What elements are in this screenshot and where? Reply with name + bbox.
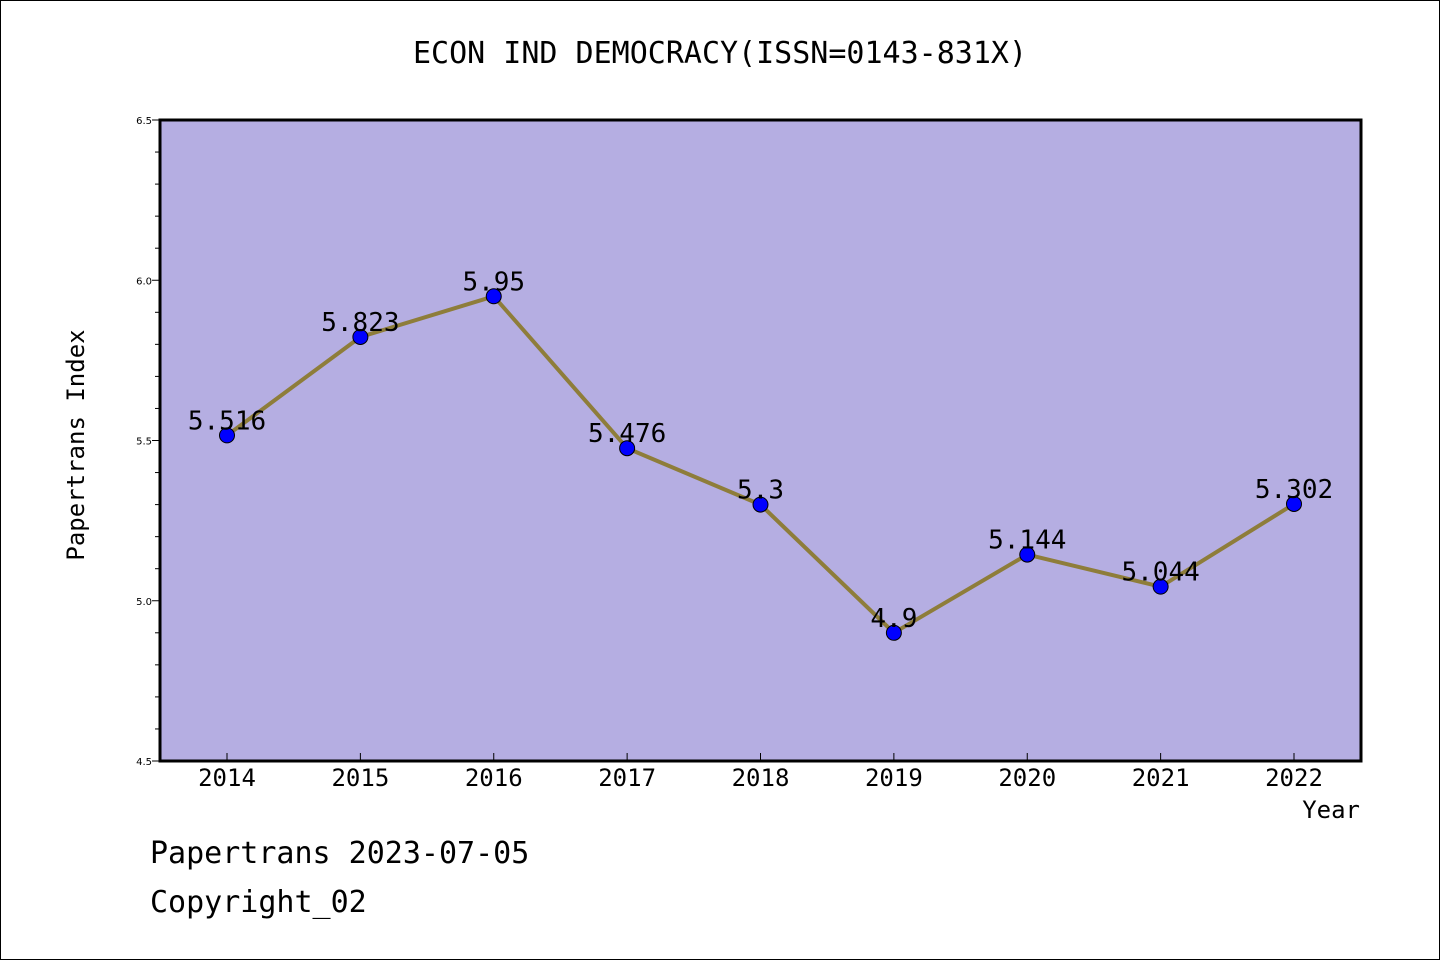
data-label: 5.95 — [462, 267, 525, 297]
y-axis-label: Papertrans Index — [62, 329, 90, 561]
data-label: 5.144 — [988, 526, 1066, 556]
data-point — [619, 440, 636, 457]
x-tick-label: 2017 — [598, 764, 656, 792]
data-label: 5.3 — [737, 476, 784, 506]
y-tick-label: 6.0 — [136, 276, 152, 287]
x-tick-label: 2022 — [1265, 764, 1323, 792]
x-axis-label: Year — [1302, 796, 1360, 824]
data-label: 5.044 — [1121, 558, 1199, 588]
x-tick-label: 2014 — [198, 764, 256, 792]
data-label: 5.823 — [321, 308, 399, 338]
x-tick-label: 2016 — [465, 764, 523, 792]
data-labels: 5.516 5.823 5.95 5.476 5.3 4.9 5.144 5.044 5.302 — [188, 267, 1333, 634]
x-tick-label: 2015 — [331, 764, 389, 792]
data-point — [219, 427, 235, 444]
y-tick-label: 5.5 — [136, 437, 152, 448]
data-point — [885, 624, 902, 641]
data-label: 5.476 — [588, 419, 666, 449]
data-point — [1152, 578, 1169, 595]
data-label: 5.516 — [188, 406, 266, 436]
x-axis: 2014 2015 2016 2017 2018 2019 2020 2021 2022 — [198, 753, 1323, 792]
y-tick-label: 4.5 — [136, 757, 152, 768]
x-tick-label: 2020 — [998, 764, 1056, 792]
data-point — [1019, 546, 1036, 563]
x-tick-label: 2021 — [1132, 764, 1190, 792]
footer-copyright: Copyright_02 — [150, 885, 367, 920]
footer-date: Papertrans 2023-07-05 — [150, 836, 530, 871]
x-tick-label: 2018 — [732, 764, 790, 792]
chart-title: ECON IND DEMOCRACY(ISSN=0143-831X) — [412, 36, 1028, 71]
data-point — [352, 328, 369, 345]
data-point — [485, 288, 502, 305]
plot-border — [158, 118, 1363, 763]
data-label: 4.9 — [870, 604, 917, 634]
data-point — [752, 496, 769, 513]
plot-area — [160, 120, 1361, 761]
data-points — [219, 288, 1302, 641]
y-axis: 4.5 5.0 5.5 6.0 6.5 — [136, 116, 160, 768]
x-tick-label: 2019 — [865, 764, 923, 792]
data-point — [1286, 495, 1302, 512]
y-tick-label: 6.5 — [136, 116, 152, 127]
y-tick-label: 5.0 — [136, 597, 152, 608]
data-label: 5.302 — [1255, 475, 1333, 505]
